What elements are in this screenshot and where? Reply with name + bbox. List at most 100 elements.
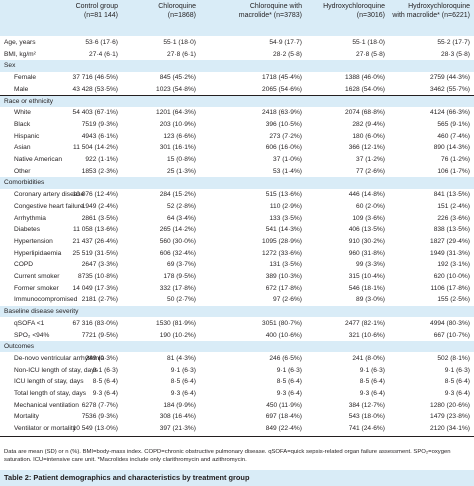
table-cell: 397 (21·3%) — [159, 425, 196, 433]
table-cell: 9·1 (6·3) — [444, 366, 470, 374]
table-cell: 155 (2·5%) — [437, 296, 470, 304]
table-cell: 27·4 (6·1) — [89, 50, 118, 58]
table-cell: 1949 (31·3%) — [430, 249, 470, 257]
table-cell: 366 (12·1%) — [348, 144, 385, 152]
row-label: Age, years — [4, 39, 36, 46]
table-cell: 2074 (68·8%) — [345, 109, 385, 117]
table-cell: 69 (3·7%) — [167, 261, 196, 269]
table-cell: 54 403 (67·1%) — [72, 109, 118, 117]
table-cell: 52 (2·8%) — [167, 202, 196, 210]
table-cell: 106 (1·7%) — [437, 167, 470, 175]
header-cqm-line2: macrolide* (n=3783) — [238, 11, 302, 19]
table-cell: 55·2 (17·7) — [437, 39, 470, 46]
table-cell: 741 (24·6%) — [348, 425, 385, 433]
table-cell: 384 (12·7%) — [348, 401, 385, 409]
table-cell: 910 (30·2%) — [348, 237, 385, 245]
table-row: Hispanic 4943 (6·1%) 123 (6·6%) 273 (7·2%) 1… — [0, 131, 474, 142]
table-cell: 1106 (17·8%) — [430, 284, 470, 292]
section-label: Sex — [4, 62, 16, 70]
table-cell: 10 076 (12·4%) — [72, 191, 118, 199]
table-cell: 9·1 (6·3) — [170, 366, 196, 374]
table-cell: 109 (3·6%) — [352, 214, 385, 222]
table-cell: 1853 (2·3%) — [81, 167, 118, 175]
section-label: Baseline disease severity — [4, 308, 79, 316]
table-cell: 332 (17·8%) — [159, 284, 196, 292]
table-cell: 9·3 (6·4) — [444, 390, 470, 397]
table-cell: 27·8 (6·1) — [167, 50, 196, 58]
row-label: Hyperlipidaemia — [14, 249, 62, 257]
row-label: Immunocompromised — [14, 296, 78, 304]
table-cell: 8·5 (6·4) — [170, 378, 196, 386]
table-cell: 389 (10·3%) — [265, 273, 302, 280]
table-cell: 667 (10·7%) — [433, 331, 470, 339]
table-cell: 4124 (66·3%) — [430, 109, 470, 117]
header-hydroxychloroquine: Hydroxychloroquine (n=3016) — [323, 3, 385, 20]
row-label: Male — [14, 85, 29, 93]
table-cell: 1530 (81·9%) — [156, 319, 196, 327]
table-cell: 841 (13·5%) — [433, 191, 470, 199]
section-label: Comorbidities — [4, 179, 45, 187]
table-row: ICU length of stay, days 8·5 (6·4) 8·5 (6·… — [0, 376, 474, 387]
table-row: Congestive heart failure 1949 (2·4%) 52 (2… — [0, 201, 474, 212]
row-label: Black — [14, 120, 31, 128]
table-cell: 43 428 (53·5%) — [72, 85, 118, 93]
table-cell: 9·1 (6·3) — [276, 366, 302, 374]
table-cell: 2181 (2·7%) — [81, 296, 118, 304]
table-cell: 9·3 (6·4) — [276, 390, 302, 397]
table-row: Mechanical ventilation 6278 (7·7%) 184 (9·… — [0, 400, 474, 411]
table-cell: 133 (3·5%) — [269, 214, 302, 222]
table-cell: 89 (3·0%) — [356, 296, 385, 304]
table-cell: 25 (1·3%) — [167, 167, 196, 175]
table-cell: 838 (13·5%) — [433, 226, 470, 234]
row-label: De-novo ventricular arrhythmia — [14, 354, 105, 362]
table-cell: 67 316 (83·0%) — [72, 319, 118, 327]
table-cell: 190 (10·2%) — [159, 331, 196, 339]
table-row: Arrhythmia 2861 (3·5%) 64 (3·4%) 133 (3·5%)… — [0, 213, 474, 224]
table-cell: 192 (3·1%) — [437, 261, 470, 269]
table-cell: 502 (8·1%) — [437, 354, 470, 362]
section-row: Baseline disease severity — [0, 306, 474, 318]
table-cell: 606 (32·4%) — [159, 249, 196, 257]
table-row: Diabetes 11 058 (13·6%) 265 (14·2%) 541 (14… — [0, 224, 474, 235]
table-cell: 241 (8·0%) — [352, 354, 385, 362]
table-cell: 282 (9·4%) — [352, 120, 385, 128]
table-row: Immunocompromised 2181 (2·7%) 50 (2·7%) 97 … — [0, 294, 474, 305]
table-cell: 11 058 (13·6%) — [73, 226, 118, 234]
table-cell: 849 (22·4%) — [265, 425, 302, 433]
table-row: Native American 922 (1·1%) 15 (0·8%) 37 (1·… — [0, 154, 474, 165]
table-cell: 131 (3·5%) — [269, 261, 302, 269]
row-label: qSOFA <1 — [14, 319, 45, 327]
header-chloroquine-line1: Chloroquine — [158, 3, 196, 10]
table-cell: 9·1 (6·3) — [359, 366, 385, 374]
table-cell: 2477 (82·1%) — [345, 319, 385, 327]
section-divider — [0, 176, 474, 178]
table-cell: 14 049 (17·3%) — [72, 284, 118, 292]
table-cell: 81 (4·3%) — [167, 354, 196, 362]
table-cell: 10 549 (13·0%) — [72, 425, 118, 433]
table-cell: 265 (14·2%) — [159, 226, 196, 234]
row-label: ICU length of stay, days — [14, 378, 84, 386]
section-divider — [0, 340, 474, 342]
header-control: Control group (n=81 144) — [76, 3, 118, 20]
table-cell: 2647 (3·3%) — [81, 261, 118, 269]
table-cell: 4943 (6·1%) — [81, 132, 118, 140]
row-label: BMI, kg/m² — [4, 50, 36, 58]
table-cell: 1272 (33·6%) — [262, 249, 302, 257]
header-control-line1: Control group — [75, 3, 118, 10]
table-cell: 28·3 (5·8) — [441, 50, 470, 58]
table-row: Mortality 7536 (9·3%) 308 (16·4%) 697 (18·4… — [0, 411, 474, 422]
header-control-line2: (n=81 144) — [83, 11, 118, 19]
table-cell: 226 (3·6%) — [437, 214, 470, 222]
table-cell: 284 (15·2%) — [159, 191, 196, 199]
header-hcq-line2: (n=3016) — [356, 11, 385, 19]
row-label: Asian — [14, 144, 31, 152]
section-row: Race or ethnicity — [0, 95, 474, 107]
table-cell: 460 (7·4%) — [437, 132, 470, 140]
table-cell: 406 (13·5%) — [348, 226, 385, 234]
table-footnote: Data are mean (SD) or n (%). BMI=body-ma… — [4, 448, 470, 464]
table-row: De-novo ventricular arrhythmia 249 (0·3%)… — [0, 353, 474, 364]
table-cell: 2418 (63·9%) — [262, 109, 302, 117]
table-cell: 249 (0·3%) — [85, 354, 118, 362]
table-cell: 2065 (54·6%) — [262, 85, 302, 93]
row-label: Female — [14, 74, 36, 82]
